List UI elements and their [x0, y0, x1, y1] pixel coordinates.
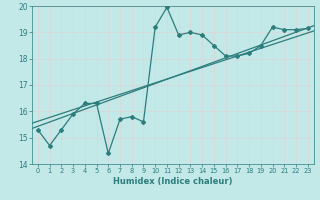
X-axis label: Humidex (Indice chaleur): Humidex (Indice chaleur): [113, 177, 233, 186]
